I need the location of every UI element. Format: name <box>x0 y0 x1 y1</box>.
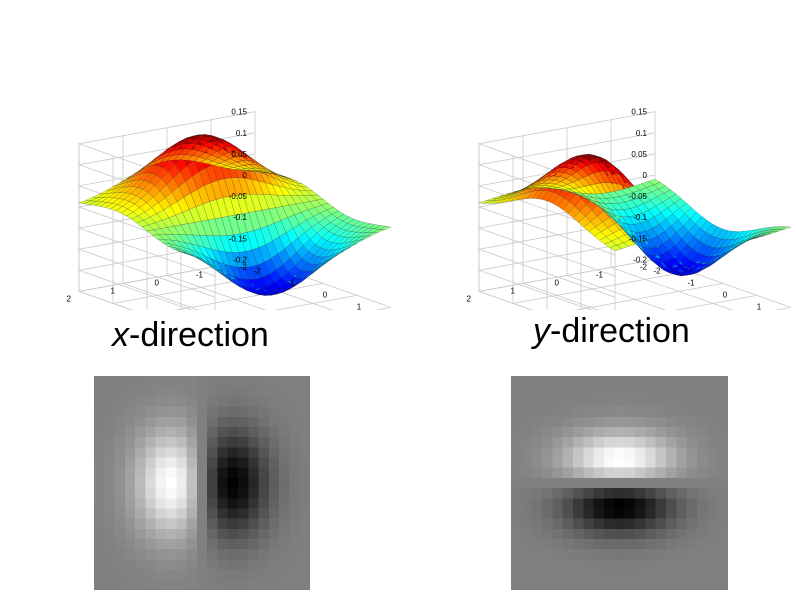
tick-labels: 0.15 0.1 0.05 0 -0.05 -0.1 -0.15 -0.2 2 1 0 -1 -2 -2 -… <box>467 108 762 310</box>
z-tick-label: -0.15 <box>629 234 648 243</box>
y-derivative-surface-plot: 0.15 0.1 0.05 0 -0.05 -0.1 -0.15 -0.2 2 1 0 -1 -2 -2 -… <box>467 108 792 310</box>
z-tick-label: -0.05 <box>629 192 648 201</box>
x-tick-label: 0 <box>723 290 728 299</box>
z-tick-label: 0 <box>643 171 648 180</box>
tick-labels: 0.15 0.1 0.05 0 -0.05 -0.1 -0.15 -0.2 2 1 0 -1 -2 -2 -… <box>67 108 362 310</box>
z-tick-label: -0.2 <box>233 255 247 264</box>
x-direction-caption-text: -direction <box>129 316 269 354</box>
y-tick-label: -1 <box>596 270 604 279</box>
y-tick-label: 1 <box>511 286 516 295</box>
z-tick-label: 0.05 <box>631 150 647 159</box>
x-tick-label: 1 <box>357 302 362 310</box>
x-derivative-surface-plot: 0.15 0.1 0.05 0 -0.05 -0.1 -0.15 -0.2 2 1 0 -1 -2 -2 -… <box>67 108 392 310</box>
y-tick-label: 2 <box>67 294 72 303</box>
z-tick-label: -0.05 <box>229 192 248 201</box>
y-tick-label: -2 <box>640 262 648 271</box>
y-tick-label: 0 <box>555 278 560 287</box>
x-direction-caption: x-direction <box>112 318 269 352</box>
x-tick-label: -1 <box>287 278 295 287</box>
x-tick-label: 1 <box>757 302 762 310</box>
x-direction-caption-variable: x <box>112 316 129 354</box>
z-tick-label: -0.2 <box>633 255 647 264</box>
x-direction-kernel-image <box>94 376 310 590</box>
y-direction-caption: y-direction <box>533 314 690 348</box>
y-tick-label: -2 <box>240 262 248 271</box>
y-direction-kernel-image <box>511 376 728 590</box>
y-tick-label: 0 <box>155 278 160 287</box>
z-tick-label: 0.1 <box>236 129 248 138</box>
y-direction-caption-variable: y <box>533 312 550 350</box>
z-tick-label: 0.15 <box>231 108 247 117</box>
z-tick-label: 0.15 <box>631 108 647 117</box>
y-tick-label: -1 <box>196 270 204 279</box>
surface-mesh <box>78 134 392 296</box>
x-tick-label: -1 <box>687 278 695 287</box>
z-tick-label: 0.1 <box>636 129 648 138</box>
x-tick-label: 0 <box>323 290 328 299</box>
z-tick-label: 0 <box>243 171 248 180</box>
x-tick-label: -2 <box>653 266 661 275</box>
z-tick-label: 0.05 <box>231 150 247 159</box>
y-direction-caption-text: -direction <box>550 312 690 350</box>
z-tick-label: -0.15 <box>229 234 248 243</box>
y-tick-label: 2 <box>467 294 472 303</box>
z-tick-label: -0.1 <box>233 213 247 222</box>
z-tick-label: -0.1 <box>633 213 647 222</box>
y-tick-label: 1 <box>111 286 116 295</box>
x-tick-label: -2 <box>253 266 261 275</box>
surface-mesh <box>478 154 792 276</box>
